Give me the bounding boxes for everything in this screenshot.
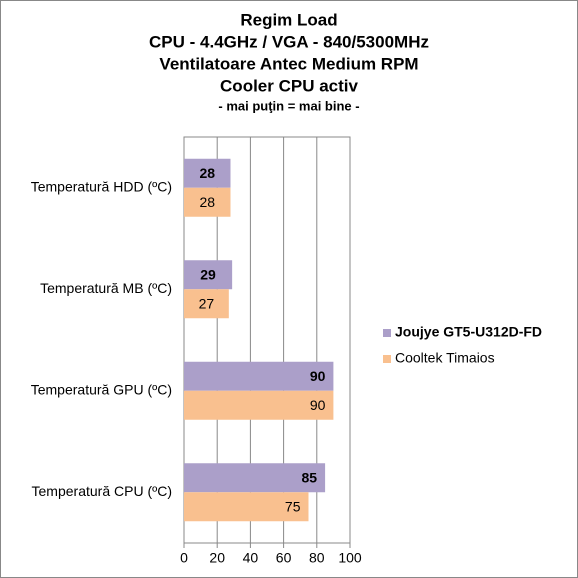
bar: [184, 463, 326, 493]
x-tick-label: 80: [309, 550, 325, 566]
chart-title: Regim Load: [240, 10, 337, 29]
y-tick-label: Temperatură HDD (ºC): [31, 178, 172, 194]
bar: [184, 289, 229, 319]
value-label: 28: [199, 194, 215, 210]
x-tick-label: 100: [338, 550, 362, 566]
legend-swatch: [383, 355, 391, 363]
y-tick-label: Temperatură CPU (ºC): [32, 483, 172, 499]
x-tick-label: 40: [243, 550, 259, 566]
x-tick-label: 0: [180, 550, 188, 566]
y-tick-label: Temperatură MB (ºC): [40, 280, 172, 296]
chart-title: Cooler CPU activ: [220, 76, 358, 95]
x-tick-label: 60: [276, 550, 292, 566]
y-tick-label: Temperatură GPU (ºC): [31, 381, 172, 397]
bar: [184, 187, 231, 217]
legend-swatch: [383, 329, 391, 337]
bar: [184, 260, 233, 290]
value-label: 29: [200, 266, 216, 282]
chart-subtitle: - mai puţin = mai bine -: [218, 98, 359, 113]
chart-title: Ventilatoare Antec Medium RPM: [159, 54, 418, 73]
value-label: 28: [199, 165, 215, 181]
value-label: 27: [199, 295, 215, 311]
chart-title: CPU - 4.4GHz / VGA - 840/5300MHz: [149, 32, 429, 51]
value-label: 90: [310, 368, 326, 384]
legend-label: Joujye GT5-U312D-FD: [395, 324, 542, 340]
bar: [184, 158, 231, 188]
legend-label: Cooltek Timaios: [395, 350, 495, 366]
value-label: 90: [310, 397, 326, 413]
value-label: 85: [302, 469, 318, 485]
value-label: 75: [285, 498, 301, 514]
bar: [184, 361, 334, 391]
bar: [184, 390, 334, 420]
bar: [184, 492, 309, 522]
x-tick-label: 20: [209, 550, 225, 566]
